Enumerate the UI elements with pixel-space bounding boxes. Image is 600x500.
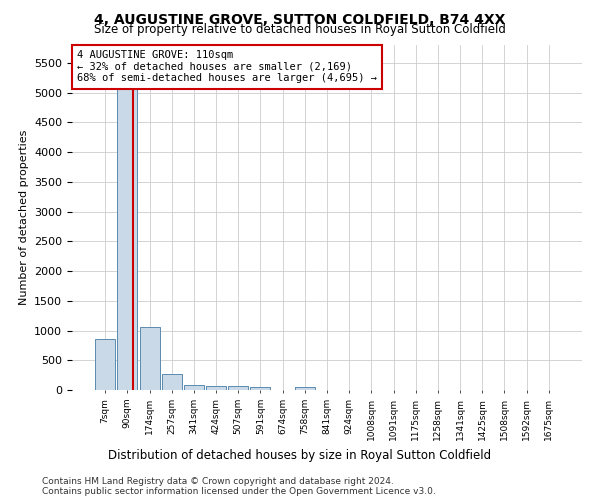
Bar: [118, 63, 137, 390]
Text: 4, AUGUSTINE GROVE, SUTTON COLDFIELD, B74 4XX: 4, AUGUSTINE GROVE, SUTTON COLDFIELD, B7…: [94, 12, 506, 26]
Bar: [95, 340, 115, 390]
Bar: [184, 385, 204, 390]
Text: Distribution of detached houses by size in Royal Sutton Coldfield: Distribution of detached houses by size …: [109, 448, 491, 462]
Y-axis label: Number of detached properties: Number of detached properties: [19, 130, 29, 305]
Bar: [295, 387, 315, 390]
Bar: [228, 386, 248, 390]
Text: 4 AUGUSTINE GROVE: 110sqm
← 32% of detached houses are smaller (2,169)
68% of se: 4 AUGUSTINE GROVE: 110sqm ← 32% of detac…: [77, 50, 377, 84]
Text: Contains HM Land Registry data © Crown copyright and database right 2024.: Contains HM Land Registry data © Crown c…: [42, 478, 394, 486]
Bar: [162, 374, 182, 390]
Text: Contains public sector information licensed under the Open Government Licence v3: Contains public sector information licen…: [42, 488, 436, 496]
Bar: [140, 327, 160, 390]
Bar: [250, 387, 271, 390]
Bar: [206, 386, 226, 390]
Text: Size of property relative to detached houses in Royal Sutton Coldfield: Size of property relative to detached ho…: [94, 22, 506, 36]
